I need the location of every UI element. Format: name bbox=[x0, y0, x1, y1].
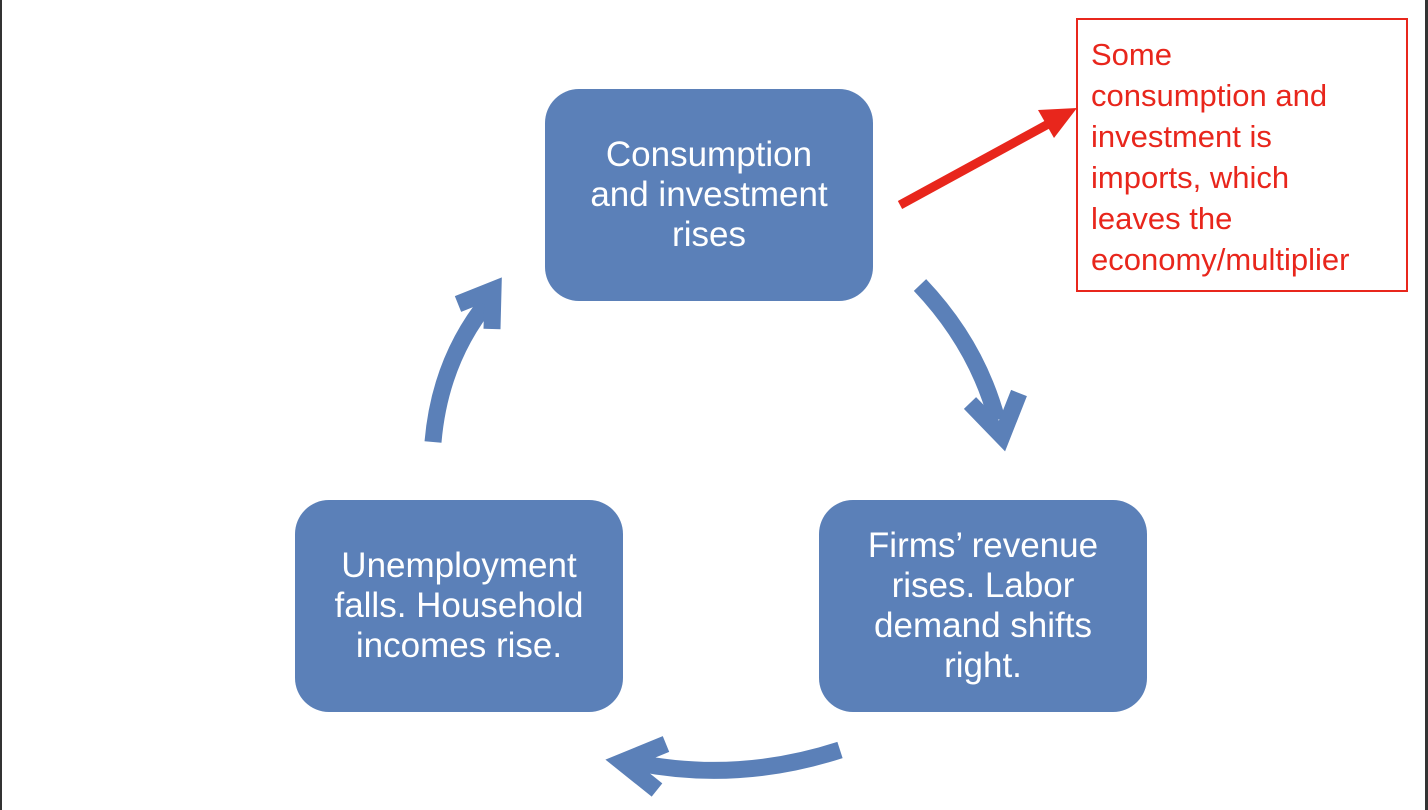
cycle-arrow-right-to-left bbox=[622, 741, 843, 779]
cycle-arrowhead-left-to-top bbox=[454, 277, 502, 330]
box-line: right. bbox=[944, 646, 1022, 685]
box-line: and investment bbox=[590, 175, 828, 214]
box-line: falls. Household bbox=[334, 586, 584, 625]
box-text: Consumption and investment rises bbox=[590, 135, 827, 255]
unemployment-box: Unemployment falls. Household incomes ri… bbox=[295, 500, 623, 712]
box-line: Consumption bbox=[605, 135, 813, 174]
leakage-arrow-line bbox=[897, 118, 1055, 209]
consumption-investment-box: Consumption and investment rises bbox=[545, 89, 873, 301]
note-line: investment is bbox=[1091, 119, 1272, 154]
box-line: incomes rise. bbox=[355, 626, 563, 665]
cycle-arrow-top-to-right bbox=[913, 279, 1006, 423]
note-line: consumption and bbox=[1091, 78, 1328, 113]
cycle-arrowhead-right-to-left bbox=[605, 736, 670, 797]
note-line: Some bbox=[1091, 37, 1172, 72]
imports-leakage-note: Some consumption and investment is impor… bbox=[1076, 18, 1408, 292]
cycle-arrow-left-to-top bbox=[424, 294, 496, 443]
leakage-arrowhead bbox=[1038, 108, 1077, 138]
cycle-arrowhead-top-to-right bbox=[963, 389, 1027, 452]
box-line: rises bbox=[672, 215, 746, 254]
box-text: Unemployment falls. Household incomes ri… bbox=[334, 546, 583, 666]
box-line: Firms’ revenue bbox=[867, 526, 1099, 565]
note-line: leaves the bbox=[1091, 201, 1233, 236]
box-line: demand shifts bbox=[874, 606, 1092, 645]
note-line: imports, which bbox=[1091, 160, 1290, 195]
note-line: economy/multiplier bbox=[1091, 242, 1350, 277]
box-text: Firms’ revenue rises. Labor demand shift… bbox=[868, 526, 1098, 686]
box-line: Unemployment bbox=[341, 546, 577, 585]
box-line: rises. Labor bbox=[891, 566, 1075, 605]
firms-revenue-box: Firms’ revenue rises. Labor demand shift… bbox=[819, 500, 1147, 712]
